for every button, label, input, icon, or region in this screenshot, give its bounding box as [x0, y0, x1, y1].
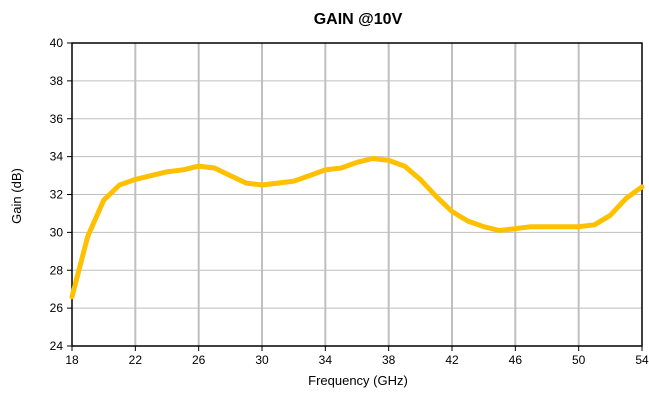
y-tick-label: 30 — [50, 225, 64, 239]
x-tick-label: 46 — [509, 353, 523, 367]
x-tick-label: 34 — [319, 353, 333, 367]
grid-lines — [72, 43, 642, 346]
y-tick-label: 38 — [50, 74, 64, 88]
y-tick-label: 32 — [50, 188, 64, 202]
x-tick-label: 22 — [129, 353, 143, 367]
x-tick-label: 54 — [635, 353, 649, 367]
y-tick-label: 26 — [50, 301, 64, 315]
x-tick-label: 42 — [445, 353, 459, 367]
x-tick-label: 30 — [255, 353, 269, 367]
y-tick-label: 40 — [50, 36, 64, 50]
y-axis-label: Gain (dB) — [9, 168, 24, 224]
gain-series-line — [69, 156, 645, 300]
x-tick-label: 26 — [192, 353, 206, 367]
x-tick-label: 50 — [572, 353, 586, 367]
x-tick-label: 38 — [382, 353, 396, 367]
x-axis-label: Frequency (GHz) — [308, 373, 408, 388]
series-layer — [69, 156, 645, 300]
y-tick-label: 36 — [50, 112, 64, 126]
y-tick-label: 28 — [50, 263, 64, 277]
chart-title: GAIN @10V — [314, 11, 403, 28]
x-tick-label: 18 — [65, 353, 79, 367]
y-tick-label: 24 — [50, 339, 64, 353]
axis-ticks: 18 22 26 30 34 38 42 46 50 54 24 26 28 30 32 34 36 38 40 — [50, 36, 649, 367]
y-tick-label: 34 — [50, 150, 64, 164]
